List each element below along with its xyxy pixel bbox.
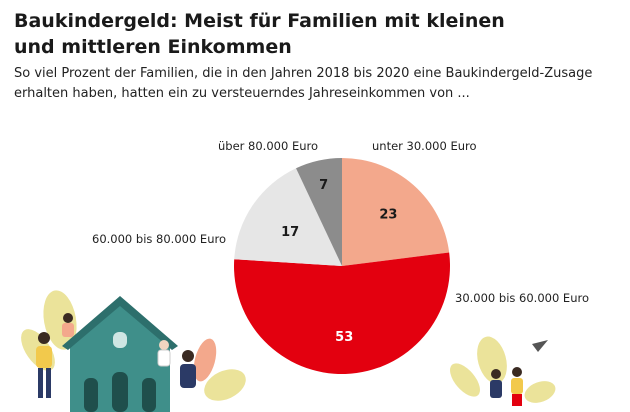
paper-plane-icon [532,340,548,352]
title-line-2: und mittleren Einkommen [14,36,292,58]
subtitle-line-1: So viel Prozent der Familien, die in den… [14,66,593,81]
pie-value-label: 23 [379,207,397,222]
person-leg [38,368,43,398]
window-icon [84,378,98,412]
pie-slice [234,168,342,266]
pie-slice [234,252,450,374]
person-icon [512,367,522,377]
family-right-illustration [450,336,556,406]
subtitle-line-2: erhalten haben, hatten ein zu versteuern… [14,86,470,101]
pie-value-label: 17 [281,225,299,240]
leaf-icon [524,381,556,403]
person-body [180,364,196,388]
person-leg [512,394,522,406]
window-icon [113,332,127,348]
pie-labels: 23 unter 30.000 Euro 53 30.000 bis 60.000 E… [92,139,589,345]
chart-title: Baukindergeld: Meist für Familien mit kl… [14,8,614,60]
person-leg [46,368,51,398]
person-icon [491,369,501,379]
person-icon [38,332,50,344]
leaf-icon [204,369,246,401]
pie-value-label: 53 [335,330,353,345]
title-line-1: Baukindergeld: Meist für Familien mit kl… [14,10,505,32]
leaf-icon [450,363,480,397]
person-body [490,380,502,398]
window-icon [142,378,156,412]
pie-category-label: 60.000 bis 80.000 Euro [92,232,226,246]
pie-value-label: 7 [319,178,328,193]
child-body [157,349,171,367]
family-house-illustration [21,290,246,412]
pie-category-label: unter 30.000 Euro [372,139,477,153]
child-icon [159,340,169,350]
pie-chart [234,158,450,374]
person-body [36,346,52,368]
person-icon [182,350,194,362]
pie-category-label: über 80.000 Euro [218,139,318,153]
child-icon [63,313,73,323]
pie-slice [296,158,342,266]
leaf-icon [193,338,217,382]
door-icon [112,372,128,412]
chart-subtitle: So viel Prozent der Familien, die in den… [14,64,624,104]
pie-slice [342,158,450,266]
leaf-icon [477,336,507,384]
child-body [62,323,74,337]
person-body [511,378,523,394]
pie-category-label: 30.000 bis 60.000 Euro [455,291,589,305]
